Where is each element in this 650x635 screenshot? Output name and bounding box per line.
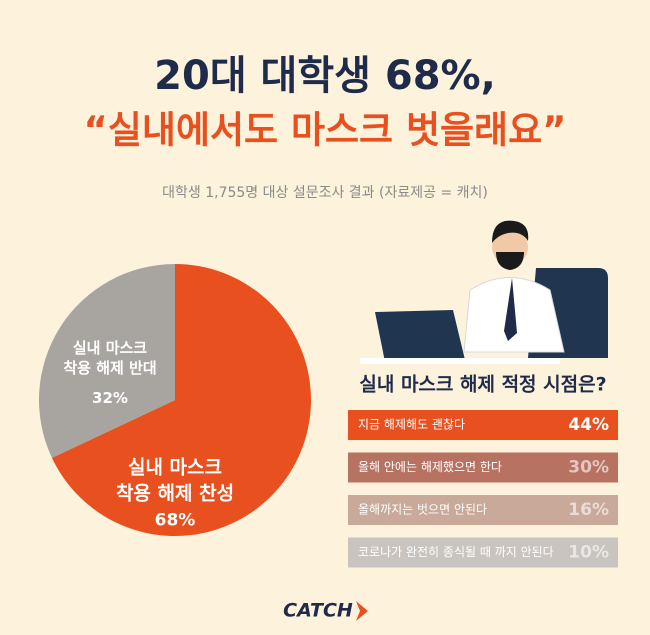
ranking-row [348,452,618,483]
ranking-row [348,495,618,525]
ranking-label: 코로나가 완전히 종식될 때 까지 안된다 [358,545,554,559]
ranking-label: 지금 해제해도 괜찮다 [358,418,465,432]
illustration [360,220,608,364]
ranking-title: 실내 마스크 해제 적정 시점은? [359,374,606,396]
ranking-label: 올해까지는 벗으면 안된다 [358,503,487,517]
slice-label: 실내 마스크 착용 해제 반대 [63,338,157,377]
ranking-value: 44% [568,415,609,435]
ranking-value: 10% [568,543,609,563]
ranking-label: 올해 안에는 해제했으면 한다 [358,460,502,474]
slice-value: 68% [154,510,196,531]
title: 20대 대학생 68%, [154,53,496,99]
logo-text: CATCH [283,600,353,622]
note: 대학생 1,755명 대상 설문조사 결과 (자료제공 = 캐치) [162,185,488,201]
logo: CATCH [283,600,368,622]
pie-slice [38,264,176,458]
ranking-value: 30% [568,458,609,478]
ranking-value: 16% [568,500,609,520]
ranking-row [348,410,618,440]
pie-slice [51,264,311,536]
ranking-row [348,537,618,568]
subtitle: “실내에서도 마스크 벗을래요” [84,109,567,152]
slice-label: 실내 마스크 착용 해제 찬성 [115,456,235,504]
slice-value: 32% [92,388,128,407]
